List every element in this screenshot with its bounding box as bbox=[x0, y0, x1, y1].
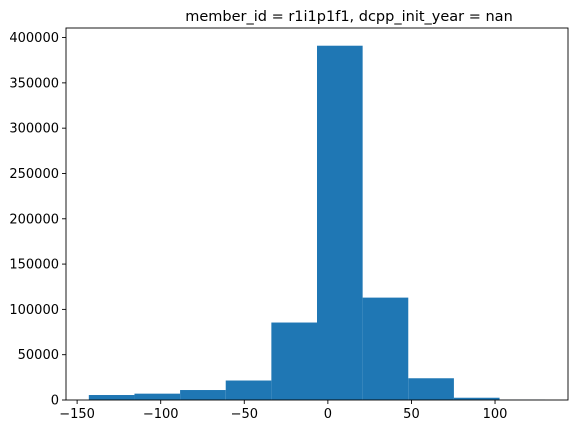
x-tick-label: 0 bbox=[324, 407, 332, 422]
y-tick-label: 300000 bbox=[9, 122, 59, 137]
histogram-bar-1 bbox=[134, 393, 181, 400]
x-tick-label: 50 bbox=[403, 407, 420, 422]
histogram-bar-8 bbox=[453, 397, 500, 400]
y-tick-label: 200000 bbox=[9, 212, 59, 227]
y-tick-label: 0 bbox=[51, 394, 59, 409]
histogram-bar-7 bbox=[408, 378, 454, 400]
y-tick-label: 350000 bbox=[9, 76, 59, 91]
histogram-bar-0 bbox=[88, 395, 135, 400]
x-tick-label: 100 bbox=[483, 407, 508, 422]
histogram-bar-3 bbox=[225, 380, 272, 400]
histogram-bar-2 bbox=[180, 390, 226, 400]
histogram-bar-6 bbox=[362, 297, 409, 400]
chart-title: member_id = r1i1p1f1, dcpp_init_year = n… bbox=[185, 9, 513, 25]
histogram-bar-5 bbox=[317, 45, 363, 400]
histogram-bar-4 bbox=[271, 322, 317, 400]
y-tick-label: 400000 bbox=[9, 31, 59, 46]
bars-group bbox=[88, 45, 546, 400]
plot-frame bbox=[65, 27, 569, 401]
y-tick-label: 250000 bbox=[9, 167, 59, 182]
x-tick-label: −50 bbox=[231, 407, 258, 422]
x-axis: −150 −100 −50 0 50 100 bbox=[59, 400, 507, 422]
y-axis: 0 50000 100000 150000 200000 250000 300000 3500… bbox=[9, 31, 66, 409]
y-tick-label: 150000 bbox=[9, 258, 59, 273]
y-tick-label: 100000 bbox=[9, 303, 59, 318]
x-tick-label: −100 bbox=[143, 407, 179, 422]
y-tick-label: 50000 bbox=[18, 348, 59, 363]
x-tick-label: −150 bbox=[59, 407, 95, 422]
